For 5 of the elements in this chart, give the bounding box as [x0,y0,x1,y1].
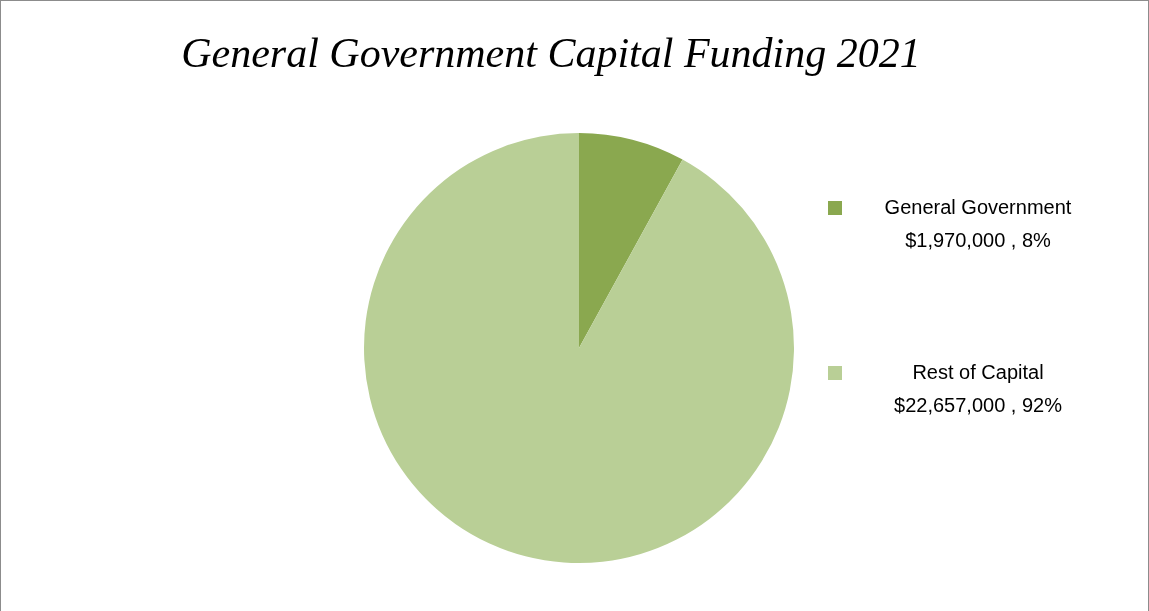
data-label: $22,657,000 , 92% [893,393,1063,418]
data-label: $1,970,000 , 8% [904,228,1052,253]
legend-label: General Government [883,195,1073,220]
slice-label: Rest of Capital [911,360,1045,385]
chart-title: General Government Capital Funding 2021 [180,29,922,77]
